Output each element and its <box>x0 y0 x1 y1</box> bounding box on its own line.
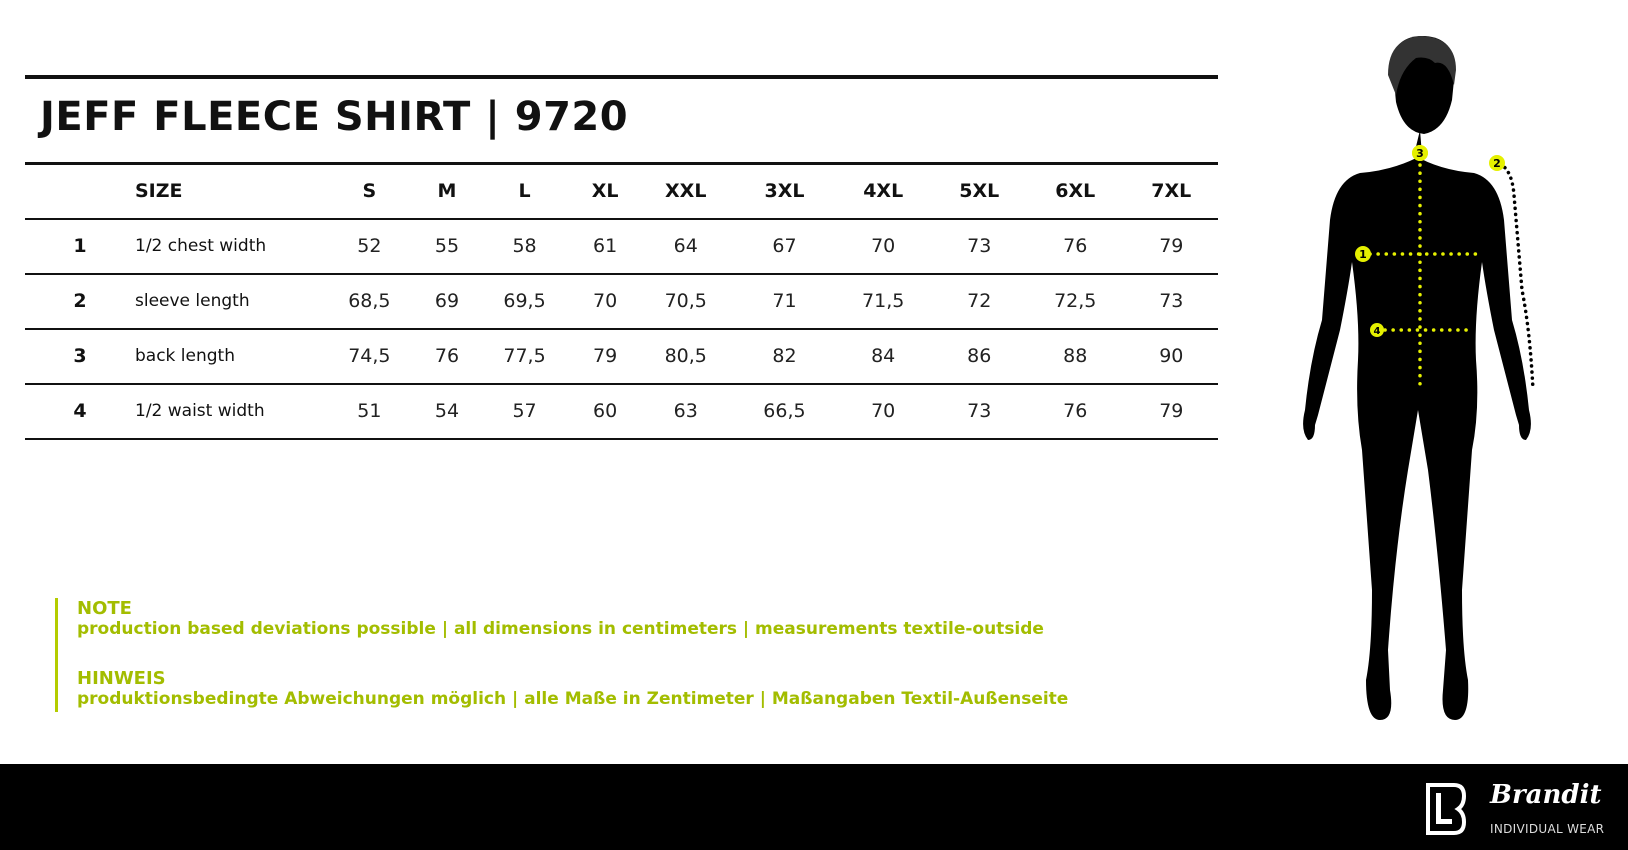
sleeve-length-dots <box>1498 162 1535 392</box>
cell-value: 82 <box>735 328 834 385</box>
marker-2-icon <box>1489 155 1505 171</box>
table-row: 4 1/2 waist width 51 54 57 60 63 66,5 70 73 76 79 <box>25 383 1218 440</box>
cell-value: 66,5 <box>735 383 834 440</box>
row-label: sleeve length <box>135 273 320 330</box>
footer-bar <box>0 764 1628 850</box>
marker-4-label: 4 <box>1374 326 1381 337</box>
cell-value: 69,5 <box>475 273 574 330</box>
row-label: 1/2 waist width <box>135 383 320 440</box>
cell-value: 72,5 <box>1025 273 1125 330</box>
cell-value: 73 <box>932 218 1026 275</box>
cell-value: 64 <box>636 218 736 275</box>
cell-value: 58 <box>475 218 574 275</box>
body-silhouette <box>1303 130 1531 720</box>
cell-value: 60 <box>573 383 637 440</box>
row-number: 1 <box>25 218 135 275</box>
brand-logo-text: Brandit <box>1490 780 1602 810</box>
header-size-m: M <box>418 162 476 220</box>
marker-3-label: 3 <box>1416 147 1424 160</box>
table-row: 1 1/2 chest width 52 55 58 61 64 67 70 73 76 79 <box>25 218 1218 275</box>
header-size-5xl: 5XL <box>932 162 1026 220</box>
top-rule <box>25 75 1218 79</box>
marker-3-icon <box>1412 145 1428 161</box>
cell-value: 72 <box>932 273 1026 330</box>
note-text-en: production based deviations possible | a… <box>77 619 1044 639</box>
cell-value: 70,5 <box>636 273 736 330</box>
header-size-6xl: 6XL <box>1025 162 1125 220</box>
cell-value: 90 <box>1124 328 1218 385</box>
brand-tagline: INDIVIDUAL WEAR <box>1490 822 1605 836</box>
marker-1-label: 1 <box>1359 248 1367 261</box>
header-num <box>25 162 135 220</box>
cell-value: 79 <box>573 328 637 385</box>
brandit-b-logo-icon <box>1426 783 1466 835</box>
note-block: NOTE production based deviations possibl… <box>55 598 1068 712</box>
table-header-row: SIZE S M L XL XXL 3XL 4XL 5XL 6XL 7XL <box>25 162 1218 220</box>
cell-value: 86 <box>932 328 1026 385</box>
hair <box>1388 36 1456 95</box>
note-text-de: produktionsbedingte Abweichungen möglich… <box>77 689 1069 709</box>
cell-value: 55 <box>418 218 476 275</box>
row-label: 1/2 chest width <box>135 218 320 275</box>
header-size-3xl: 3XL <box>735 162 834 220</box>
header-size-7xl: 7XL <box>1124 162 1218 220</box>
cell-value: 73 <box>932 383 1026 440</box>
row-number: 2 <box>25 273 135 330</box>
body-measurement-figure: 3 2 1 4 <box>1303 35 1535 720</box>
marker-4-icon <box>1370 323 1384 337</box>
header-size-l: L <box>475 162 574 220</box>
row-number: 4 <box>25 383 135 440</box>
table-row: 2 sleeve length 68,5 69 69,5 70 70,5 71 71,5 72 72… <box>25 273 1218 330</box>
cell-value: 74,5 <box>320 328 419 385</box>
marker-2-label: 2 <box>1493 157 1501 170</box>
row-label: back length <box>135 328 320 385</box>
header-size-xxl: XXL <box>636 162 736 220</box>
cell-value: 71 <box>735 273 834 330</box>
cell-value: 70 <box>833 383 933 440</box>
cell-value: 79 <box>1124 383 1218 440</box>
row-number: 3 <box>25 328 135 385</box>
cell-value: 69 <box>418 273 476 330</box>
note-heading-en: NOTE <box>77 598 132 619</box>
cell-value: 76 <box>1025 218 1125 275</box>
cell-value: 84 <box>833 328 933 385</box>
cell-value: 79 <box>1124 218 1218 275</box>
cell-value: 70 <box>833 218 933 275</box>
cell-value: 57 <box>475 383 574 440</box>
cell-value: 71,5 <box>833 273 933 330</box>
page-title: JEFF FLEECE SHIRT | 9720 <box>40 94 629 140</box>
cell-value: 76 <box>418 328 476 385</box>
cell-value: 54 <box>418 383 476 440</box>
cell-value: 51 <box>320 383 419 440</box>
cell-value: 68,5 <box>320 273 419 330</box>
cell-value: 67 <box>735 218 834 275</box>
cell-value: 61 <box>573 218 637 275</box>
header-size-s: S <box>320 162 419 220</box>
header-size-4xl: 4XL <box>833 162 933 220</box>
marker-1-icon <box>1355 246 1371 262</box>
cell-value: 52 <box>320 218 419 275</box>
cell-value: 70 <box>573 273 637 330</box>
note-heading-de: HINWEIS <box>77 668 166 689</box>
cell-value: 77,5 <box>475 328 574 385</box>
header-size: SIZE <box>135 162 320 220</box>
cell-value: 88 <box>1025 328 1125 385</box>
header-size-xl: XL <box>573 162 637 220</box>
cell-value: 76 <box>1025 383 1125 440</box>
cell-value: 73 <box>1124 273 1218 330</box>
table-row: 3 back length 74,5 76 77,5 79 80,5 82 84 86 88 90 <box>25 328 1218 385</box>
cell-value: 63 <box>636 383 736 440</box>
cell-value: 80,5 <box>636 328 736 385</box>
